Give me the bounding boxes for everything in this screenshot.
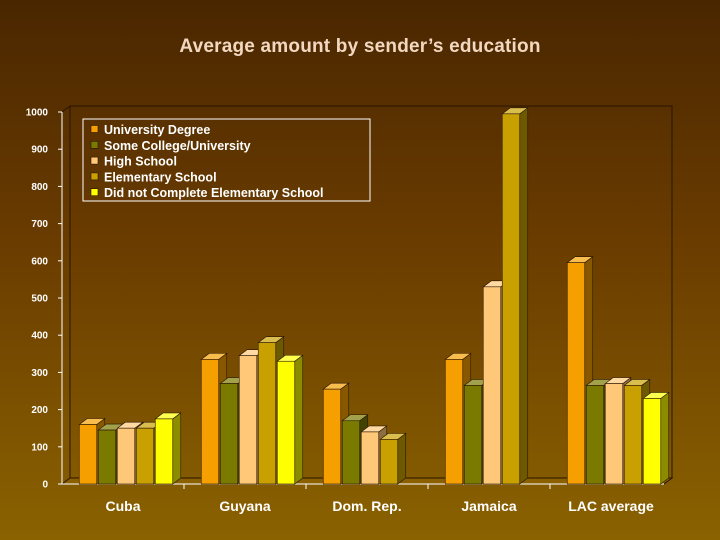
legend-label: High School [104, 155, 177, 169]
x-category-label: Jamaica [461, 498, 516, 514]
bar-front [154, 418, 174, 485]
bar [276, 354, 304, 485]
bar-front [623, 385, 643, 485]
bar [642, 391, 670, 485]
legend-label: University Degree [104, 123, 210, 137]
y-tick-label: 900 [31, 145, 48, 156]
legend-label: Did not Complete Elementary School [104, 186, 323, 200]
bar-front [238, 355, 258, 485]
x-category-label: LAC average [568, 498, 654, 514]
legend-swatch [90, 172, 99, 181]
legend-box [82, 118, 371, 202]
bar-front [116, 427, 136, 485]
bar-side [294, 354, 304, 485]
bar-front [135, 427, 155, 485]
y-tick-label: 0 [42, 480, 48, 491]
bar-side [172, 412, 182, 485]
legend-label: Elementary School [104, 170, 217, 184]
bar-front [585, 385, 605, 485]
legend-swatch [90, 141, 99, 149]
bar-front [379, 439, 399, 485]
y-tick-label: 1000 [26, 108, 49, 119]
y-tick-label: 300 [31, 368, 48, 379]
legend-swatch [90, 125, 99, 133]
wall-edge-top [61, 105, 71, 113]
bar-front [276, 360, 296, 485]
bar-front [444, 359, 464, 485]
x-category-label: Cuba [106, 498, 141, 514]
chart-title: Average amount by sender’s education [179, 36, 541, 57]
y-tick-label: 800 [31, 182, 48, 193]
bar-front [341, 420, 361, 485]
bar-side [397, 432, 407, 485]
bar-front [78, 424, 98, 485]
bar-front [322, 388, 342, 485]
bar [501, 107, 529, 485]
legend-swatch [90, 156, 99, 165]
bar-side [519, 107, 529, 485]
legend-swatch [90, 188, 99, 196]
x-category-label: Guyana [219, 498, 271, 514]
bar-front [566, 262, 586, 485]
legend-label: Some College/University [104, 139, 251, 153]
y-tick-label: 400 [31, 331, 48, 342]
bar [154, 412, 182, 485]
bar-front [97, 429, 117, 485]
bar-front [219, 383, 239, 485]
x-category-label: Dom. Rep. [332, 498, 401, 514]
bar-front [200, 359, 220, 485]
y-tick-label: 700 [31, 219, 48, 230]
bar-front [360, 431, 380, 485]
bar [379, 432, 407, 485]
bar-front [501, 113, 521, 485]
bar-front [604, 383, 624, 485]
bar-front [642, 398, 662, 485]
y-tick-label: 100 [31, 442, 48, 453]
bar-front [463, 385, 483, 485]
bar-front [257, 342, 277, 485]
bar-side [660, 391, 670, 485]
bar-front [482, 286, 502, 485]
y-tick-label: 600 [31, 256, 48, 267]
y-tick-label: 200 [31, 405, 48, 416]
y-tick-label: 500 [31, 294, 48, 305]
